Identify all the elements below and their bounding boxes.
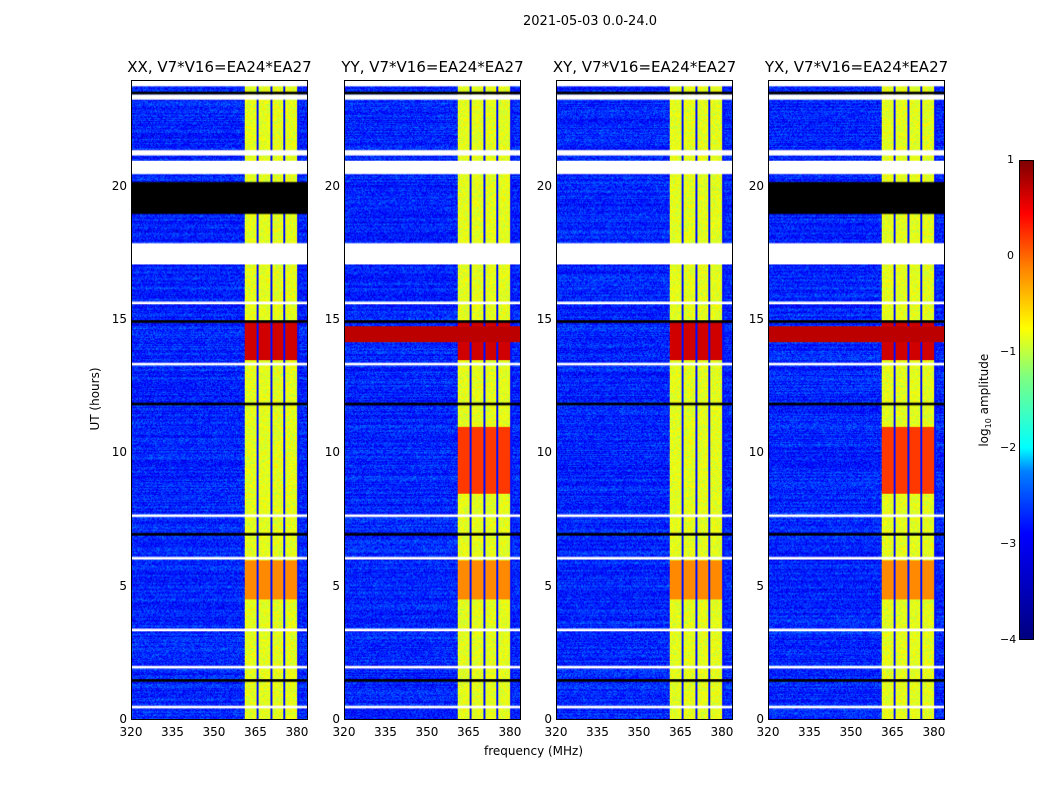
heatmap-panel-1: YY, V7*V16=EA24*EA27 320 335 350 365 380 0 5 10 1… [325,58,524,739]
heatmap-image [344,80,521,720]
y-tick-label: 5 [332,578,340,593]
y-tick-label: 10 [536,445,552,460]
y-tick-label: 0 [119,712,127,726]
x-tick-label: 365 [881,725,904,739]
heatmap-panel-3: YX, V7*V16=EA24*EA27 320 335 350 365 380 0 5 10 1… [749,58,948,739]
panel-title: YY, V7*V16=EA24*EA27 [341,58,524,76]
x-tick-label: 320 [332,725,356,739]
colorbar-tick-label: −3 [1000,537,1017,550]
x-tick-label: 335 [586,725,609,739]
y-tick-label: 20 [324,178,340,193]
y-axis-label: UT (hours) [88,367,102,431]
y-tick-label: 10 [324,445,340,460]
x-tick-label: 335 [161,725,184,739]
y-tick-label: 15 [111,312,127,326]
x-tick-label: 350 [627,725,651,739]
x-tick-label: 320 [756,725,780,739]
colorbar-tick-label: −1 [1000,345,1017,358]
x-tick-label: 380 [710,725,734,739]
y-tick-label: 10 [748,445,764,460]
x-tick-label: 365 [457,725,480,739]
x-tick-label: 350 [839,725,863,739]
x-tick-label: 365 [244,725,267,739]
panel-title: XY, V7*V16=EA24*EA27 [552,58,737,76]
heatmap-image [556,80,733,720]
y-tick-label: 15 [324,312,340,326]
panel-title: YX, V7*V16=EA24*EA27 [764,58,949,76]
x-axis-label: frequency (MHz) [484,744,584,758]
colorbar-label: log10 amplitude [976,353,994,447]
panel-title: XX, V7*V16=EA24*EA27 [127,58,312,76]
x-tick-label: 380 [922,725,946,739]
y-tick-label: 20 [748,178,764,193]
x-tick-label: 320 [544,725,568,739]
x-tick-label: 320 [119,725,143,739]
figure-title: 2021-05-03 0.0-24.0 [523,14,657,29]
y-tick-label: 10 [111,445,127,460]
colorbar-tick-label: −2 [1000,441,1017,454]
y-tick-label: 0 [544,712,552,726]
y-tick-label: 5 [756,578,764,593]
x-tick-label: 350 [202,725,226,739]
y-tick-label: 15 [536,312,552,326]
x-tick-label: 350 [415,725,439,739]
colorbar-tick-label: 1 [1007,153,1014,166]
y-tick-label: 20 [111,178,127,193]
heatmap-panel-0: XX, V7*V16=EA24*EA27 320 335 350 365 380 0 5 10 1… [112,58,312,739]
y-tick-label: 15 [748,312,764,326]
y-tick-label: 0 [332,712,340,726]
y-tick-label: 5 [119,578,127,593]
x-tick-label: 335 [798,725,821,739]
heatmap-panel-2: XY, V7*V16=EA24*EA27 320 335 350 365 380 0 5 10 1… [537,58,736,739]
x-tick-label: 365 [669,725,692,739]
colorbar-tick-label: 0 [1007,249,1014,262]
colorbar-tick-label: −4 [1000,633,1017,646]
y-tick-label: 20 [536,178,552,193]
y-tick-label: 5 [544,578,552,593]
heatmap-image [768,80,945,720]
x-tick-label: 380 [285,725,309,739]
x-tick-label: 380 [498,725,522,739]
y-tick-label: 0 [756,712,764,726]
heatmap-image [131,80,308,720]
colorbar [1019,160,1034,640]
x-tick-label: 335 [374,725,397,739]
